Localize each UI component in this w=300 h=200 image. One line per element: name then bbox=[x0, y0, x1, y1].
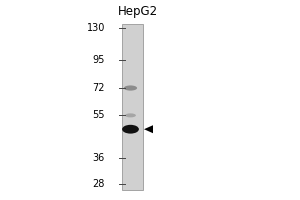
Ellipse shape bbox=[122, 125, 139, 134]
Ellipse shape bbox=[124, 85, 137, 91]
Polygon shape bbox=[144, 125, 153, 133]
Text: 72: 72 bbox=[92, 83, 105, 93]
Text: 28: 28 bbox=[93, 179, 105, 189]
Text: HepG2: HepG2 bbox=[118, 5, 158, 19]
Text: 95: 95 bbox=[93, 55, 105, 65]
Text: 130: 130 bbox=[87, 23, 105, 33]
Bar bbox=[122, 24, 142, 190]
Text: 55: 55 bbox=[92, 110, 105, 120]
Text: 36: 36 bbox=[93, 153, 105, 163]
Ellipse shape bbox=[125, 113, 136, 117]
